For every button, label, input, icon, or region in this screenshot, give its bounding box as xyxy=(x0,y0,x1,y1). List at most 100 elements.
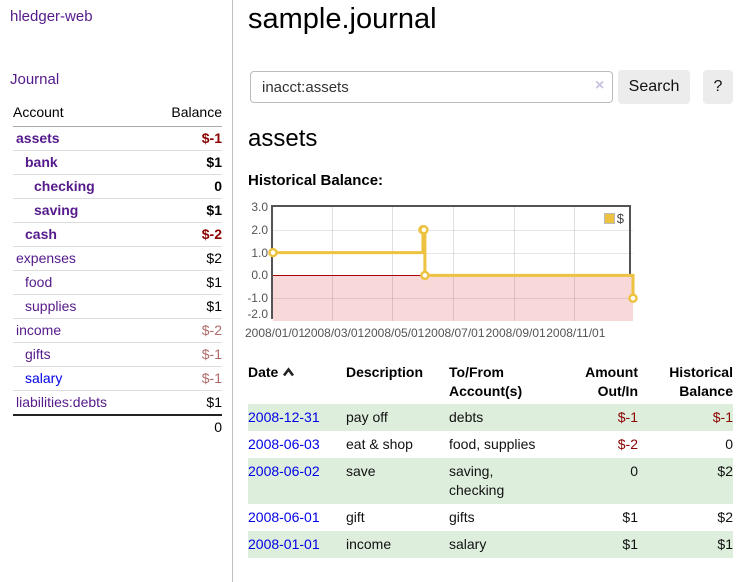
transaction-date-link[interactable]: 2008-06-02 xyxy=(248,463,320,479)
account-row: income $-2 xyxy=(13,318,222,343)
clear-search-icon[interactable]: × xyxy=(595,77,605,94)
chart-heading: Historical Balance: xyxy=(248,172,384,189)
account-row: gifts $-1 xyxy=(13,342,222,367)
x-axis-tick-label: 2008/11/01 xyxy=(546,326,606,340)
account-row: liabilities:debts $1 xyxy=(13,390,222,416)
register-row: 2008-06-03 eat & shop food, supplies $-2 0 xyxy=(248,431,733,458)
transaction-date-link[interactable]: 2008-06-03 xyxy=(248,436,320,452)
transaction-date-link[interactable]: 2008-06-01 xyxy=(248,509,320,525)
accounts-table: Account Balance assets $-1 bank $1 checking 0… xyxy=(13,101,222,439)
account-link-gifts[interactable]: gifts xyxy=(25,346,51,362)
y-axis-tick-label: 0.0 xyxy=(251,268,268,283)
column-header-balance: Historical Balance xyxy=(669,364,733,399)
sort-ascending-icon xyxy=(282,364,295,383)
y-axis-tick-label: 3.0 xyxy=(251,200,268,214)
transaction-amount: $1 xyxy=(622,536,638,552)
horizontal-gridline xyxy=(273,252,633,254)
accounts-header-balance: Balance xyxy=(148,101,222,127)
account-link-bank[interactable]: bank xyxy=(25,154,58,170)
account-balance: $1 xyxy=(206,298,222,314)
account-balance: $1 xyxy=(206,202,222,218)
horizontal-gridline xyxy=(273,229,633,231)
accounts-header-account: Account xyxy=(13,101,149,127)
account-link-checking[interactable]: checking xyxy=(34,178,95,194)
account-link-salary[interactable]: salary xyxy=(25,370,63,386)
chart-plot-area[interactable]: $ xyxy=(268,205,638,321)
historical-balance-chart: $ 3.0 2.0 1.0 0.0 -1.0 -2.0 2008/01/01 2008/03/… xyxy=(236,200,721,350)
transaction-balance: $2 xyxy=(717,463,733,479)
transaction-accounts: saving, checking xyxy=(449,463,505,498)
transaction-amount: $-2 xyxy=(617,436,638,452)
account-link-income[interactable]: income xyxy=(16,322,62,338)
account-row: assets $-1 xyxy=(13,127,222,151)
x-axis-tick-label: 2008/03/01 xyxy=(304,326,365,340)
data-point-marker xyxy=(628,293,638,303)
legend-swatch-icon xyxy=(603,213,615,224)
column-header-date[interactable]: Date xyxy=(248,360,346,404)
register-table: Date Description To/From Account(s) Amou… xyxy=(248,360,733,558)
data-point-marker xyxy=(420,270,430,281)
column-header-accounts: To/From Account(s) xyxy=(449,364,523,399)
account-balance: $-1 xyxy=(201,370,222,386)
y-axis-tick-label: -2.0 xyxy=(247,307,268,321)
transaction-description: pay off xyxy=(346,409,388,425)
account-row: expenses $2 xyxy=(13,246,222,271)
transaction-description: eat & shop xyxy=(346,436,413,452)
sidebar: hledger-web Journal Account Balance asse… xyxy=(0,0,233,582)
account-balance: $1 xyxy=(206,274,222,290)
account-row: checking 0 xyxy=(13,174,222,199)
transaction-balance: $2 xyxy=(717,509,733,525)
account-link-food[interactable]: food xyxy=(25,274,53,290)
account-balance: $-1 xyxy=(201,130,222,146)
register-row: 2008-06-01 gift gifts $1 $2 xyxy=(248,504,733,531)
y-axis-tick-label: 1.0 xyxy=(251,245,268,260)
app-title-link[interactable]: hledger-web xyxy=(10,8,93,25)
page-title: sample.journal xyxy=(248,3,437,35)
transaction-amount: 0 xyxy=(630,463,638,479)
accounts-total-row: 0 xyxy=(13,415,222,439)
transaction-accounts: salary xyxy=(449,536,487,552)
account-link-assets[interactable]: assets xyxy=(16,130,60,146)
account-row: salary $-1 xyxy=(13,366,222,391)
account-row: supplies $1 xyxy=(13,294,222,319)
help-button[interactable]: ? xyxy=(703,70,733,104)
transaction-date-link[interactable]: 2008-01-01 xyxy=(248,536,320,552)
chart-legend: $ xyxy=(603,211,624,226)
transaction-amount: $1 xyxy=(622,509,638,525)
account-link-cash[interactable]: cash xyxy=(25,226,57,242)
transaction-accounts: gifts xyxy=(449,509,475,525)
account-row: food $1 xyxy=(13,270,222,295)
transaction-balance: $-1 xyxy=(712,409,733,425)
vertical-gridline xyxy=(392,207,394,321)
account-balance: $1 xyxy=(206,394,222,410)
search-button[interactable]: Search xyxy=(618,70,690,104)
chart-negative-region xyxy=(273,275,633,321)
column-header-description: Description xyxy=(346,364,424,380)
transaction-date-link[interactable]: 2008-12-31 xyxy=(248,409,320,425)
account-link-saving[interactable]: saving xyxy=(34,202,79,218)
account-row: bank $1 xyxy=(13,150,222,175)
chart-line-series xyxy=(268,225,638,303)
legend-label: $ xyxy=(616,211,624,226)
column-header-amount: Amount Out/In xyxy=(585,364,638,399)
account-link-expenses[interactable]: expenses xyxy=(16,250,76,266)
transaction-description: income xyxy=(346,536,392,552)
transaction-balance: 0 xyxy=(725,436,733,452)
account-row: saving $1 xyxy=(13,198,222,223)
search-input[interactable] xyxy=(250,71,613,103)
sidebar-item-journal[interactable]: Journal xyxy=(10,71,60,88)
account-link-supplies[interactable]: supplies xyxy=(25,298,77,314)
account-balance: $-2 xyxy=(201,226,222,242)
accounts-total-value: 0 xyxy=(214,419,222,435)
account-link-liabilities-debts[interactable]: liabilities:debts xyxy=(16,394,108,410)
horizontal-gridline xyxy=(273,298,633,300)
transaction-balance: $1 xyxy=(717,536,733,552)
x-axis-tick-label: 2008/09/01 xyxy=(485,326,546,340)
register-row: 2008-12-31 pay off debts $-1 $-1 xyxy=(248,404,733,431)
vertical-gridline xyxy=(452,207,454,321)
account-balance: $-1 xyxy=(201,346,222,362)
data-point-marker xyxy=(268,247,278,258)
account-page-title: assets xyxy=(248,125,318,152)
account-balance: $1 xyxy=(206,154,222,170)
transaction-accounts: debts xyxy=(449,409,484,425)
